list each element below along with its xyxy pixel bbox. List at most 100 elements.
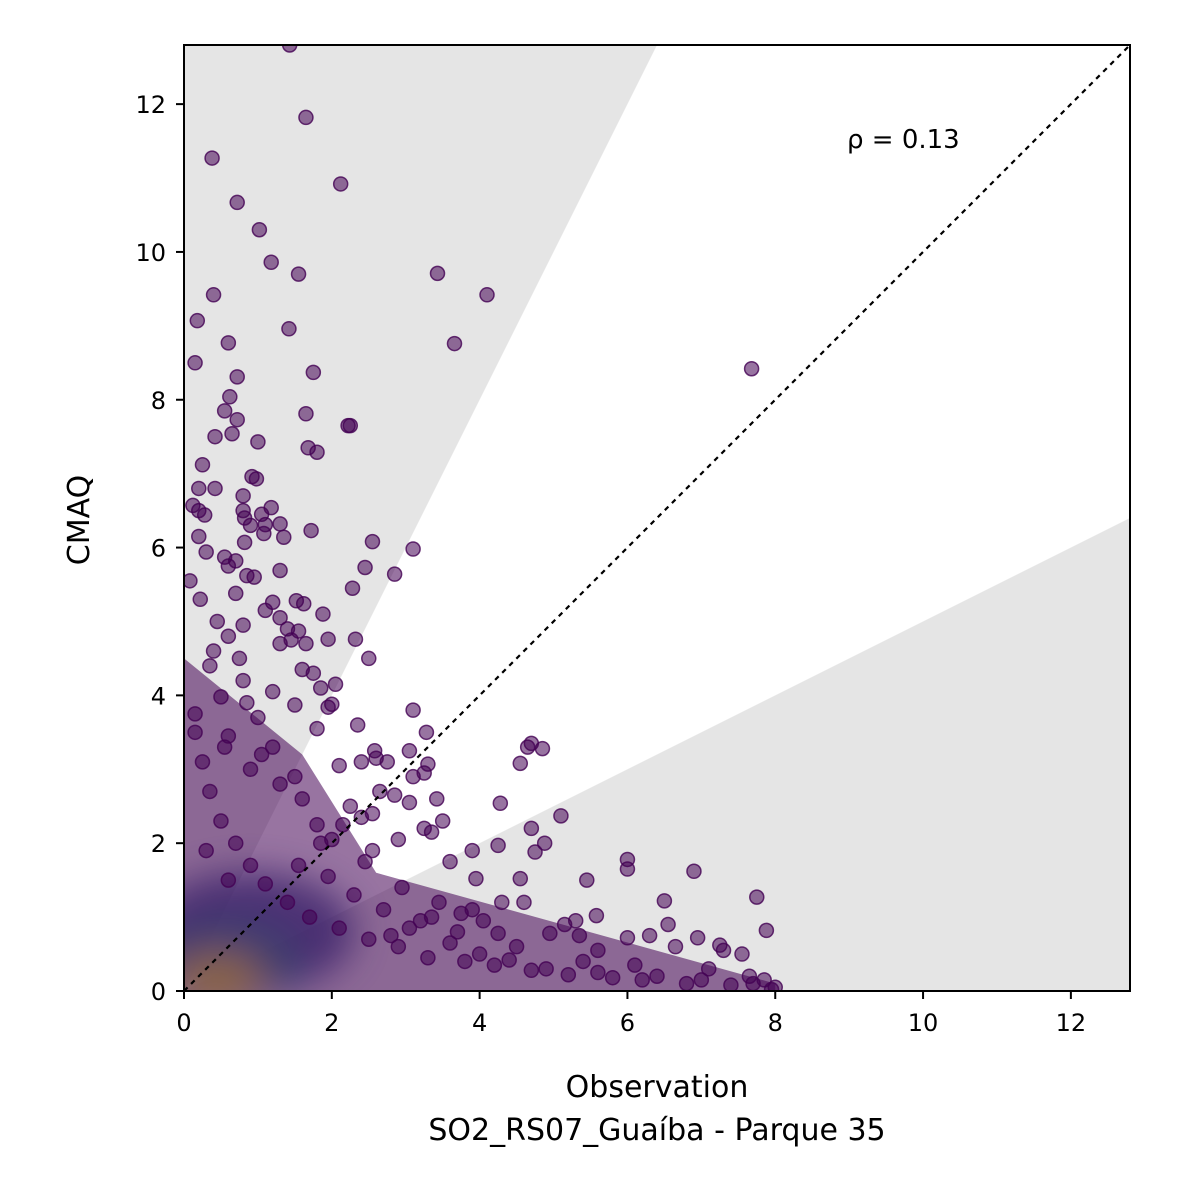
x-axis-title: Observation (566, 1070, 749, 1105)
data-point (429, 265, 446, 282)
density-base (184, 658, 776, 991)
data-point (281, 45, 298, 53)
y-tick-label: 12 (135, 91, 166, 119)
data-point (527, 844, 543, 860)
data-point (279, 894, 296, 911)
data-point (290, 857, 307, 874)
data-point (479, 287, 495, 303)
data-point (743, 360, 760, 377)
data-point (538, 961, 554, 977)
x-tick-label: 4 (472, 1009, 487, 1037)
data-point (309, 816, 325, 833)
data-point (523, 820, 540, 837)
data-point (224, 425, 240, 442)
data-point (449, 924, 466, 940)
data-point (364, 805, 381, 822)
data-point (386, 787, 403, 803)
data-point (298, 109, 314, 126)
data-point (386, 566, 403, 582)
data-point (368, 750, 384, 766)
data-point (347, 631, 364, 647)
data-point (246, 569, 262, 585)
y-axis: 0 2 4 6 8 10 12 (135, 91, 184, 1006)
data-point (375, 901, 392, 918)
data-point (416, 765, 432, 781)
data-point (187, 724, 203, 741)
x-tick-label: 0 (176, 1009, 191, 1037)
data-point (264, 683, 281, 700)
data-point (264, 739, 281, 755)
data-point (431, 894, 447, 911)
data-point (734, 946, 750, 962)
data-point (298, 635, 314, 652)
shaded-region-lower (184, 518, 1130, 991)
data-point (401, 794, 418, 811)
data-point (390, 938, 407, 955)
data-point (312, 680, 329, 696)
data-point (236, 534, 253, 551)
y-tick-label: 0 (151, 978, 166, 1006)
data-point (242, 761, 259, 778)
data-point (516, 894, 532, 911)
data-point (231, 650, 248, 667)
data-point (619, 930, 636, 946)
data-point (660, 916, 676, 933)
data-point (357, 559, 373, 576)
data-point (590, 942, 606, 959)
data-point (229, 411, 245, 428)
data-point (342, 798, 359, 814)
data-point (553, 808, 569, 824)
data-point (287, 768, 303, 785)
data-point (272, 610, 288, 626)
data-point (542, 925, 558, 942)
data-point (418, 724, 435, 741)
data-point (213, 689, 229, 705)
data-point (471, 946, 488, 962)
data-point (283, 632, 299, 648)
data-point (464, 842, 480, 859)
data-point (253, 746, 270, 763)
data-point (490, 837, 506, 854)
data-point (229, 194, 245, 211)
data-point (335, 816, 351, 833)
x-tick-label: 2 (324, 1009, 339, 1037)
data-point (312, 835, 329, 851)
x-axis: 0 2 4 6 8 10 12 (176, 991, 1086, 1037)
one-to-one-line (184, 45, 1130, 991)
data-point (272, 562, 288, 579)
data-point (678, 975, 695, 991)
data-point (305, 665, 322, 681)
data-point (401, 743, 418, 759)
data-point (209, 613, 226, 630)
data-point (758, 922, 775, 939)
data-point (457, 953, 473, 970)
data-point (187, 355, 203, 371)
data-point (189, 312, 206, 329)
data-point (205, 643, 222, 659)
data-point (575, 953, 591, 970)
data-point (216, 739, 233, 755)
data-point (442, 853, 458, 870)
y-tick-label: 4 (151, 682, 166, 710)
data-point (429, 791, 445, 807)
data-point (523, 962, 540, 979)
data-point (331, 920, 347, 936)
data-point (353, 754, 370, 770)
data-point (198, 842, 214, 859)
data-point (434, 813, 451, 829)
data-point (320, 699, 336, 715)
x-tick-label: 8 (768, 1009, 783, 1037)
data-point (220, 335, 237, 351)
data-point (250, 434, 266, 450)
data-point (194, 457, 211, 473)
data-point (257, 602, 274, 619)
data-point (344, 580, 361, 596)
data-point (281, 321, 297, 337)
data-point (519, 739, 536, 755)
annotation-rho: ρ = 0.13 (847, 125, 960, 155)
data-point (204, 150, 220, 166)
data-point (401, 920, 418, 936)
data-point (320, 631, 336, 647)
data-point (196, 507, 213, 523)
